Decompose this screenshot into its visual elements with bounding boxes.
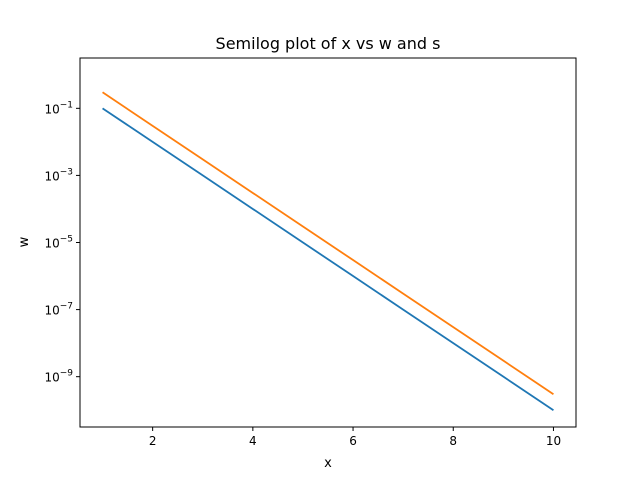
series-layer — [102, 91, 554, 411]
y-axis-label: w — [17, 236, 32, 247]
x-tick-label: 8 — [449, 434, 457, 448]
y-tick-label: 10−7 — [44, 302, 73, 318]
y-tick-label: 10−5 — [44, 235, 73, 251]
plot-area-frame — [79, 57, 577, 428]
chart-title: Semilog plot of x vs w and s — [216, 34, 441, 53]
x-tick-label: 4 — [249, 434, 257, 448]
x-tick-label: 2 — [149, 434, 157, 448]
series-line-1 — [102, 107, 554, 411]
y-tick-label: 10−1 — [44, 100, 73, 116]
y-axis-ticks: 10−1 10−3 10−5 10−7 10−9 — [44, 100, 80, 385]
y-tick-label: 10−9 — [44, 369, 73, 385]
series-line-2 — [102, 91, 554, 395]
y-tick-label: 10−3 — [44, 167, 73, 183]
x-axis-label: x — [324, 456, 332, 471]
x-axis-ticks: 2 4 6 8 10 — [149, 427, 561, 448]
x-tick-label: 6 — [349, 434, 357, 448]
x-tick-label: 10 — [546, 434, 561, 448]
